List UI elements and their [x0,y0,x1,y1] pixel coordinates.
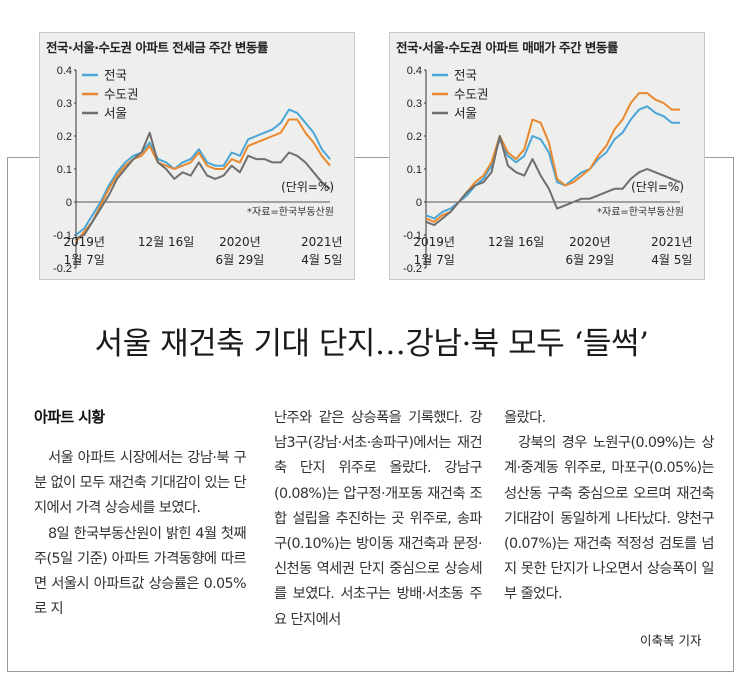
paragraph: 난주와 같은 상승폭을 기록했다. 강남3구(강남·서초·송파구)에서는 재건축… [274,410,483,628]
series-line-전국 [425,105,680,220]
y-tick-label: 0.4 [57,65,72,77]
unit-label: (단위=%) [281,180,334,194]
x-tick-label: 1월 7일 [64,253,105,267]
chart-title: 전국·서울·수도권 아파트 매매가 주간 변동률 [396,40,618,55]
y-tick-label: 0.1 [407,164,422,176]
sales-price-chart: 전국·서울·수도권 아파트 매매가 주간 변동률 0.4 0.3 0.2 0.1 0 -0… [389,32,705,280]
y-tick-label: 0.3 [57,98,72,110]
article-column-2: 난주와 같은 상승폭을 기록했다. 강남3구(강남·서초·송파구)에서는 재건축… [274,406,483,633]
y-tick-label: -0.1 [403,230,422,242]
legend-label: 서울 [454,106,477,121]
x-tick-label: 4월 5일 [651,253,692,267]
y-tick-label: 0 [416,197,422,209]
legend-label: 수도권 [454,87,489,102]
article-column-1: 아파트 시황 서울 아파트 시장에서는 강남·북 구분 없이 모두 재건축 기대… [34,406,247,622]
y-tick-label: 0 [66,197,72,209]
series-line-수도권 [75,118,331,243]
series-line-서울 [75,131,331,240]
x-tick-label: 2021년 [301,235,343,249]
paragraph: 서울 아파트 시장에서는 강남·북 구분 없이 모두 재건축 기대감이 있는 단… [34,450,247,517]
y-tick-label: 0.2 [57,131,72,143]
jeonse-chart: 전국·서울·수도권 아파트 전세금 주간 변동률 0.4 0.3 0.2 0.1 0 -0… [39,32,355,280]
y-tick-label: 0.4 [407,65,422,77]
legend-label: 수도권 [104,87,139,102]
y-tick-label: -0.2 [403,263,422,275]
source-label: *자료=한국부동산원 [597,206,684,218]
paragraph: 강북의 경우 노원구(0.09%)는 상계·중계동 위주로, 마포구(0.05%… [504,435,715,603]
legend-label: 전국 [454,68,477,83]
y-tick-label: -0.1 [53,230,72,242]
x-tick-label: 12월 16일 [488,235,544,249]
paragraph: 8일 한국부동산원이 밝힌 4월 첫째주(5일 기준) 아파트 가격동향에 따르… [34,525,247,618]
legend-label: 서울 [104,106,127,121]
y-tick-label: 0.1 [57,164,72,176]
x-tick-label: 2020년 [219,235,261,249]
unit-label: (단위=%) [631,180,684,194]
x-tick-label: 2019년 [413,235,455,249]
article-column-3: 올랐다. 강북의 경우 노원구(0.09%)는 상계·중계동 위주로, 마포구(… [504,406,715,608]
article-frame [7,157,734,672]
x-tick-label: 1월 7일 [414,253,455,267]
x-tick-label: 12월 16일 [138,235,194,249]
series-line-전국 [75,108,331,236]
y-tick-label: -0.2 [53,263,72,275]
x-tick-label: 6월 29일 [565,253,614,267]
x-tick-label: 2021년 [651,235,693,249]
x-tick-label: 6월 29일 [215,253,264,267]
paragraph: 올랐다. [504,410,546,426]
x-tick-label: 4월 5일 [301,253,342,267]
byline: 이축복 기자 [640,633,702,648]
legend-label: 전국 [104,68,127,83]
x-tick-label: 2020년 [569,235,611,249]
series-line-서울 [425,135,681,227]
headline: 서울 재건축 기대 단지…강남·북 모두 ‘들썩’ [94,326,649,362]
chart-title: 전국·서울·수도권 아파트 전세금 주간 변동률 [46,40,268,55]
x-tick-label: 2019년 [63,235,105,249]
y-tick-label: 0.2 [407,131,422,143]
source-label: *자료=한국부동산원 [247,206,334,218]
y-tick-label: 0.3 [407,98,422,110]
section-heading: 아파트 시황 [34,408,105,426]
